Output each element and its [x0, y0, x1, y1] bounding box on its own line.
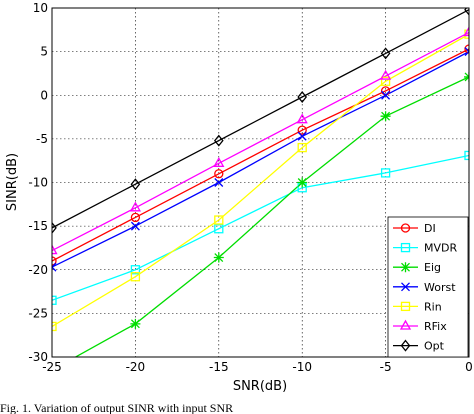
data-point-rin: [214, 215, 224, 225]
plot-frame: [51, 7, 470, 358]
data-point-rfix: [52, 244, 58, 255]
series-line-opt: [52, 9, 469, 229]
data-point-rin: [52, 321, 57, 332]
series-lines: [52, 9, 469, 357]
y-tick-label: -20: [28, 263, 48, 277]
y-tick-label: -5: [36, 132, 48, 146]
legend-label-rfix: RFix: [424, 320, 447, 333]
series-line-di: [52, 48, 469, 262]
x-tick-label: -10: [292, 360, 312, 374]
series-line-worst: [52, 51, 469, 268]
data-point-eig: [297, 177, 308, 188]
legend-label-opt: Opt: [424, 340, 445, 353]
legend-label-di: DI: [424, 222, 436, 235]
data-point-rin: [380, 76, 391, 86]
data-point-rfix: [129, 201, 142, 212]
data-point-di: [130, 212, 141, 223]
data-point-eig: [213, 252, 224, 263]
data-point-mvdr: [214, 224, 224, 234]
data-point-opt: [380, 47, 391, 60]
x-tick-label: -15: [209, 360, 229, 374]
series-markers: [52, 8, 469, 332]
data-point-opt: [297, 90, 308, 104]
legend-label-rin: Rin: [424, 300, 442, 313]
legend-marker-eig: [400, 262, 411, 273]
legend-label-worst: Worst: [424, 281, 456, 294]
data-point-di: [464, 44, 469, 54]
x-tick-label: -20: [126, 360, 146, 374]
data-point-opt: [213, 134, 224, 147]
data-point-worst: [381, 90, 391, 100]
legend-marker-opt: [400, 339, 411, 352]
x-tick-label: 0: [465, 360, 473, 374]
series-line-rin: [52, 33, 469, 328]
legend: DI MVDR Eig Worst Rin RFix Opt: [387, 216, 469, 358]
legend-marker-rfix: [399, 319, 412, 330]
legend-marker-rin: [400, 301, 411, 312]
legend-marker-worst: [401, 282, 410, 292]
data-point-opt: [130, 178, 141, 191]
figure-caption: Fig. 1. Variation of output SINR with in…: [0, 401, 234, 414]
data-point-mvdr: [130, 265, 141, 275]
legend-marker-di: [400, 223, 411, 233]
legend-label-mvdr: MVDR: [424, 242, 457, 255]
x-axis-label: SNR(dB): [233, 379, 287, 394]
data-point-eig: [380, 111, 391, 122]
y-tick-label: -15: [28, 219, 48, 233]
data-point-eig: [130, 318, 141, 329]
y-tick-label: -25: [28, 306, 48, 320]
data-point-rfix: [213, 156, 225, 167]
data-point-worst: [52, 262, 57, 272]
y-tick-label: -30: [28, 350, 48, 364]
data-point-worst: [130, 221, 140, 231]
data-point-mvdr: [380, 168, 391, 178]
y-tick-label: -10: [28, 176, 48, 190]
data-point-rfix: [296, 113, 308, 124]
series-line-mvdr: [52, 154, 469, 301]
series-line-eig: [74, 76, 469, 357]
data-point-rin: [130, 272, 141, 282]
series-line-rfix: [52, 31, 469, 252]
y-tick-label: 5: [40, 45, 48, 59]
y-axis-label: SINR(dB): [5, 153, 20, 211]
data-point-rfix: [463, 26, 469, 37]
y-tick-label: 10: [33, 1, 48, 15]
data-point-di: [297, 125, 307, 135]
x-tick-label: -5: [380, 360, 392, 374]
legend-label-eig: Eig: [424, 261, 441, 274]
legend-marker-mvdr: [400, 242, 411, 253]
data-point-mvdr: [464, 150, 469, 161]
x-tick-label: -25: [42, 360, 62, 374]
data-point-di: [52, 256, 57, 266]
y-tick-label: 0: [40, 88, 48, 102]
data-point-worst: [297, 131, 307, 141]
data-point-di: [214, 169, 224, 179]
data-point-worst: [214, 178, 224, 187]
data-point-opt: [52, 221, 57, 234]
data-point-rfix: [379, 69, 392, 80]
data-point-mvdr: [52, 295, 57, 305]
data-point-worst: [464, 47, 469, 57]
data-point-rin: [297, 142, 307, 153]
